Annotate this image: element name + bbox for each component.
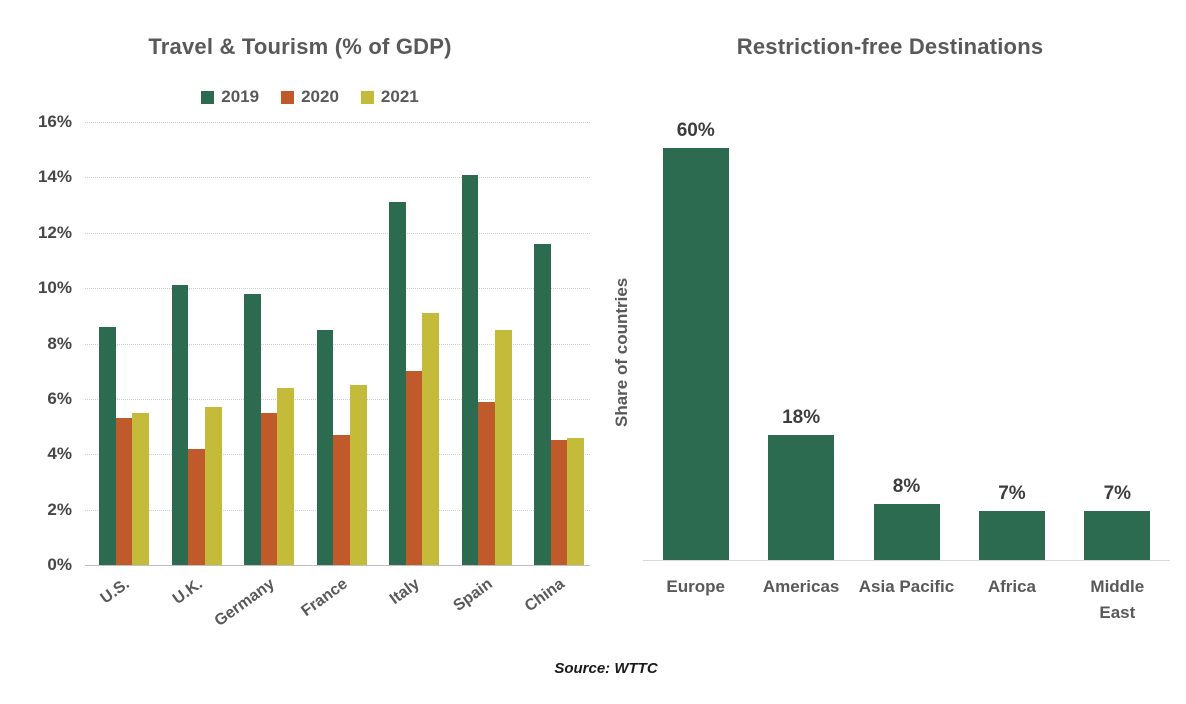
x-label-u-s: U.S. bbox=[97, 575, 133, 608]
x-label-americas: Americas bbox=[762, 577, 840, 596]
bar-france-2020 bbox=[333, 434, 350, 565]
bar-group-u-k bbox=[171, 122, 222, 565]
bar-germany-2020 bbox=[260, 412, 278, 565]
y-tick-8: 8% bbox=[47, 333, 72, 353]
legend-item-2020: 2020 bbox=[281, 87, 339, 107]
slot-europe: 60% bbox=[643, 120, 748, 560]
x-label-europe: Europe bbox=[666, 577, 725, 596]
y-tick-6: 6% bbox=[47, 388, 72, 408]
bar-germany-2019 bbox=[244, 293, 261, 565]
source-note: Source: WTTC bbox=[554, 660, 658, 677]
bar-group-china bbox=[534, 122, 585, 565]
gridline-12 bbox=[85, 232, 590, 234]
data-label-asia-pacific: 8% bbox=[892, 476, 921, 498]
bar-china-2021 bbox=[567, 437, 585, 565]
bar-china-2019 bbox=[534, 243, 551, 565]
bar-spain-2021 bbox=[494, 329, 512, 565]
x-label-asia-pacific: Asia Pacific bbox=[858, 577, 955, 596]
data-label-africa: 7% bbox=[998, 483, 1026, 505]
legend-swatch-2021 bbox=[360, 90, 374, 104]
slot-asia-pacific: 8% bbox=[854, 120, 959, 560]
data-label-europe: 60% bbox=[676, 120, 715, 141]
legend-swatch-2019 bbox=[201, 90, 215, 104]
x-axis-line bbox=[85, 565, 590, 566]
x-label-u-k: U.K. bbox=[169, 575, 206, 608]
bar-u-s-2021 bbox=[132, 412, 150, 565]
legend-label-2021: 2021 bbox=[380, 87, 419, 106]
y-tick-12: 12% bbox=[37, 222, 72, 242]
destinations-plot-area: 60% 18% 8% 7% 7% bbox=[643, 120, 1170, 561]
gridline-16 bbox=[85, 122, 590, 123]
bar-asia-pacific bbox=[873, 504, 940, 560]
x-label-china: China bbox=[521, 575, 568, 616]
y-tick-4: 4% bbox=[47, 444, 72, 464]
gdp-chart-legend: 2019 2020 2021 bbox=[0, 87, 620, 107]
data-label-middle-east: 7% bbox=[1103, 483, 1132, 505]
bar-americas bbox=[768, 434, 835, 560]
x-label-germany: Germany bbox=[211, 575, 278, 630]
x-label-italy: Italy bbox=[386, 575, 423, 608]
bar-group-spain bbox=[461, 122, 512, 565]
bar-u-s-2019 bbox=[99, 326, 116, 565]
y-tick-16: 16% bbox=[37, 112, 72, 131]
gridline-14 bbox=[85, 177, 590, 179]
bar-u-k-2020 bbox=[188, 448, 205, 565]
bar-europe bbox=[662, 148, 729, 560]
legend-label-2019: 2019 bbox=[221, 87, 260, 106]
slot-americas: 18% bbox=[748, 120, 853, 560]
slot-africa: 7% bbox=[959, 120, 1064, 560]
legend-label-2020: 2020 bbox=[301, 87, 339, 106]
x-label-france: France bbox=[298, 575, 351, 620]
legend-item-2021: 2021 bbox=[360, 87, 419, 107]
x-label-africa: Africa bbox=[987, 577, 1037, 596]
bar-spain-2019 bbox=[461, 174, 479, 565]
gridline-6 bbox=[85, 398, 590, 400]
data-label-americas: 18% bbox=[782, 406, 821, 428]
bar-france-2021 bbox=[349, 385, 367, 565]
bar-middle-east bbox=[1084, 511, 1151, 560]
bar-italy-2020 bbox=[405, 371, 423, 565]
y-tick-0: 0% bbox=[47, 555, 72, 574]
bar-u-k-2019 bbox=[171, 285, 189, 565]
bar-spain-2020 bbox=[478, 401, 495, 565]
bar-italy-2019 bbox=[389, 202, 406, 565]
legend-item-2019: 2019 bbox=[201, 87, 259, 107]
bar-africa bbox=[978, 511, 1045, 560]
bar-germany-2021 bbox=[277, 387, 295, 565]
bar-france-2019 bbox=[316, 329, 334, 565]
x-label-spain: Spain bbox=[450, 575, 496, 615]
slot-middle-east: 7% bbox=[1065, 120, 1170, 560]
bar-group-france bbox=[316, 122, 367, 565]
gridline-8 bbox=[85, 343, 590, 345]
bar-group-italy bbox=[389, 122, 440, 565]
bar-groups bbox=[85, 122, 590, 565]
gdp-chart-title: Travel & Tourism (% of GDP) bbox=[148, 34, 452, 59]
destinations-chart-title: Restriction-free Destinations bbox=[736, 34, 1044, 59]
bar-u-s-2020 bbox=[115, 418, 133, 565]
bar-china-2020 bbox=[550, 440, 568, 565]
x-label-middle-east: Middle East bbox=[1090, 577, 1145, 622]
bar-italy-2021 bbox=[422, 313, 440, 565]
gdp-plot-area: U.S. U.K. Germany France Italy Spain China bbox=[85, 122, 590, 630]
bar-group-germany bbox=[244, 122, 295, 565]
bar-group-u-s bbox=[99, 122, 150, 565]
legend-swatch-2020 bbox=[281, 90, 295, 104]
y-tick-10: 10% bbox=[37, 278, 72, 298]
y-tick-2: 2% bbox=[47, 499, 72, 519]
destinations-x-axis: Europe Americas Asia Pacific Africa Middle E… bbox=[643, 574, 1170, 625]
y-tick-14: 14% bbox=[37, 167, 72, 187]
destinations-y-axis-label: Share of countries bbox=[612, 277, 631, 428]
gridline-10 bbox=[85, 288, 590, 290]
bar-u-k-2021 bbox=[204, 407, 222, 565]
